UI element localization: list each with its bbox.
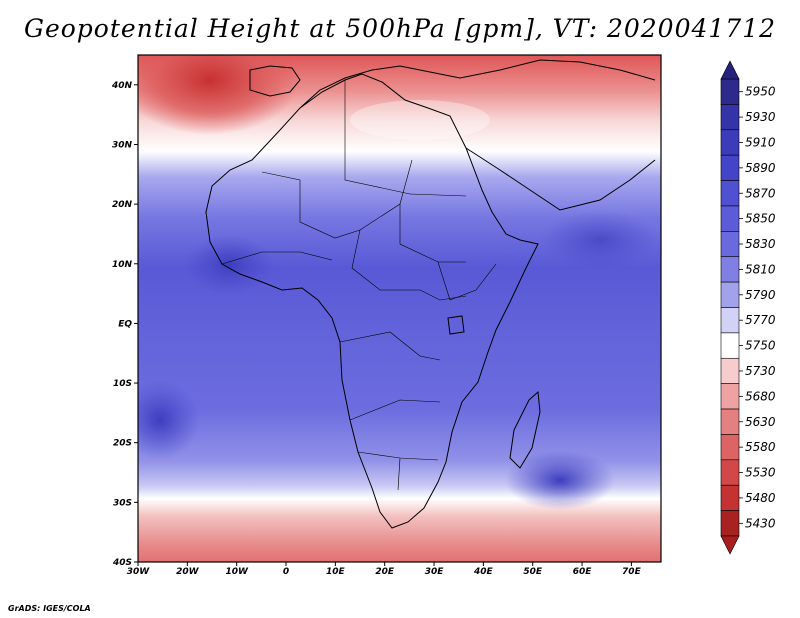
lon-tick-label: 20W bbox=[176, 567, 200, 577]
colorbar-level-label: 5810 bbox=[745, 262, 776, 276]
colorbar-level-label: 5830 bbox=[745, 237, 776, 251]
colorbar-level-label: 5870 bbox=[745, 186, 776, 200]
colorbar-level-label: 5430 bbox=[745, 516, 776, 530]
colorbar-swatch bbox=[720, 205, 740, 232]
colorbar: 5950 5930 5910 5890 5870 5850 5830 5810 5790 5770… bbox=[720, 60, 776, 555]
lake-victoria bbox=[447, 315, 465, 335]
lat-tick-label: 20S bbox=[113, 439, 132, 449]
colorbar-swatch bbox=[720, 459, 740, 486]
colorbar-level-label: 5730 bbox=[745, 364, 776, 378]
colorbar-level-label: 5770 bbox=[745, 313, 776, 327]
map-area bbox=[138, 55, 661, 562]
colorbar-level-label: 5950 bbox=[745, 85, 776, 99]
africa-coastline bbox=[205, 73, 539, 529]
colorbar-level-label: 5930 bbox=[745, 110, 776, 124]
longitude-axis: 30W 20W 10W 0 10E 20E 30E 40E 50E 60E 70E bbox=[127, 562, 642, 577]
colorbar-swatch bbox=[720, 408, 740, 435]
lon-tick-label: 60E bbox=[573, 567, 593, 577]
colorbar-level-label: 5530 bbox=[745, 466, 776, 480]
colorbar-swatch bbox=[720, 383, 740, 410]
colorbar-level-label: 5480 bbox=[745, 491, 776, 505]
lat-tick-label: 40N bbox=[111, 81, 133, 91]
colorbar-swatch bbox=[720, 332, 740, 359]
colorbar-swatch bbox=[720, 307, 740, 334]
coastlines bbox=[205, 59, 656, 529]
colorbar-level-label: 5680 bbox=[745, 389, 776, 403]
iberia-coastline bbox=[249, 65, 301, 97]
lon-tick-label: 30E bbox=[425, 567, 445, 577]
colorbar-level-label: 5890 bbox=[745, 161, 776, 175]
colorbar-swatch bbox=[720, 510, 740, 537]
colorbar-swatch bbox=[720, 484, 740, 511]
map-frame bbox=[137, 54, 662, 563]
colorbar-swatch bbox=[720, 180, 740, 207]
europe-coastline bbox=[299, 59, 656, 109]
lat-tick-label: 10N bbox=[112, 260, 133, 270]
colorbar-swatch bbox=[720, 129, 740, 156]
latitude-axis: 40N 30N 20N 10N EQ 10S 20S 30S 40S bbox=[111, 81, 138, 568]
lat-tick-label: 30N bbox=[112, 140, 133, 150]
lon-tick-label: 40E bbox=[473, 567, 494, 577]
colorbar-swatch bbox=[720, 78, 740, 105]
colorbar-swatch bbox=[720, 154, 740, 181]
lat-tick-label: EQ bbox=[118, 319, 132, 329]
colorbar-level-label: 5750 bbox=[745, 339, 776, 353]
grads-credit: GrADS: IGES/COLA bbox=[8, 604, 91, 613]
colorbar-swatch bbox=[720, 357, 740, 384]
colorbar-bottom-arrow bbox=[720, 535, 740, 555]
chart-title: Geopotential Height at 500hPa [gpm], VT:… bbox=[23, 14, 777, 43]
lat-tick-label: 10S bbox=[113, 379, 132, 389]
colorbar-level-label: 5630 bbox=[745, 415, 776, 429]
colorbar-swatch bbox=[720, 434, 740, 461]
lon-tick-label: 30W bbox=[127, 567, 151, 577]
lon-tick-label: 10E bbox=[326, 567, 346, 577]
lon-tick-label: 20E bbox=[375, 567, 395, 577]
colorbar-level-label: 5850 bbox=[745, 212, 776, 226]
colorbar-top-arrow bbox=[720, 60, 740, 80]
lon-tick-label: 10W bbox=[225, 567, 249, 577]
colorbar-level-label: 5580 bbox=[745, 440, 776, 454]
arabia-coastline bbox=[465, 147, 656, 211]
lon-tick-label: 70E bbox=[622, 567, 642, 577]
lat-tick-label: 30S bbox=[113, 498, 132, 508]
colorbar-swatch bbox=[720, 231, 740, 258]
colorbar-level-label: 5910 bbox=[745, 135, 776, 149]
colorbar-swatch bbox=[720, 281, 740, 308]
colorbar-swatch bbox=[720, 104, 740, 131]
madagascar-coastline bbox=[509, 390, 541, 469]
lon-tick-label: 0 bbox=[283, 567, 289, 577]
country-borders bbox=[221, 80, 497, 491]
lon-tick-label: 50E bbox=[523, 567, 543, 577]
colorbar-level-label: 5790 bbox=[745, 288, 776, 302]
lat-tick-label: 40S bbox=[112, 558, 132, 568]
lat-tick-label: 20N bbox=[112, 200, 133, 210]
colorbar-swatch bbox=[720, 256, 740, 283]
